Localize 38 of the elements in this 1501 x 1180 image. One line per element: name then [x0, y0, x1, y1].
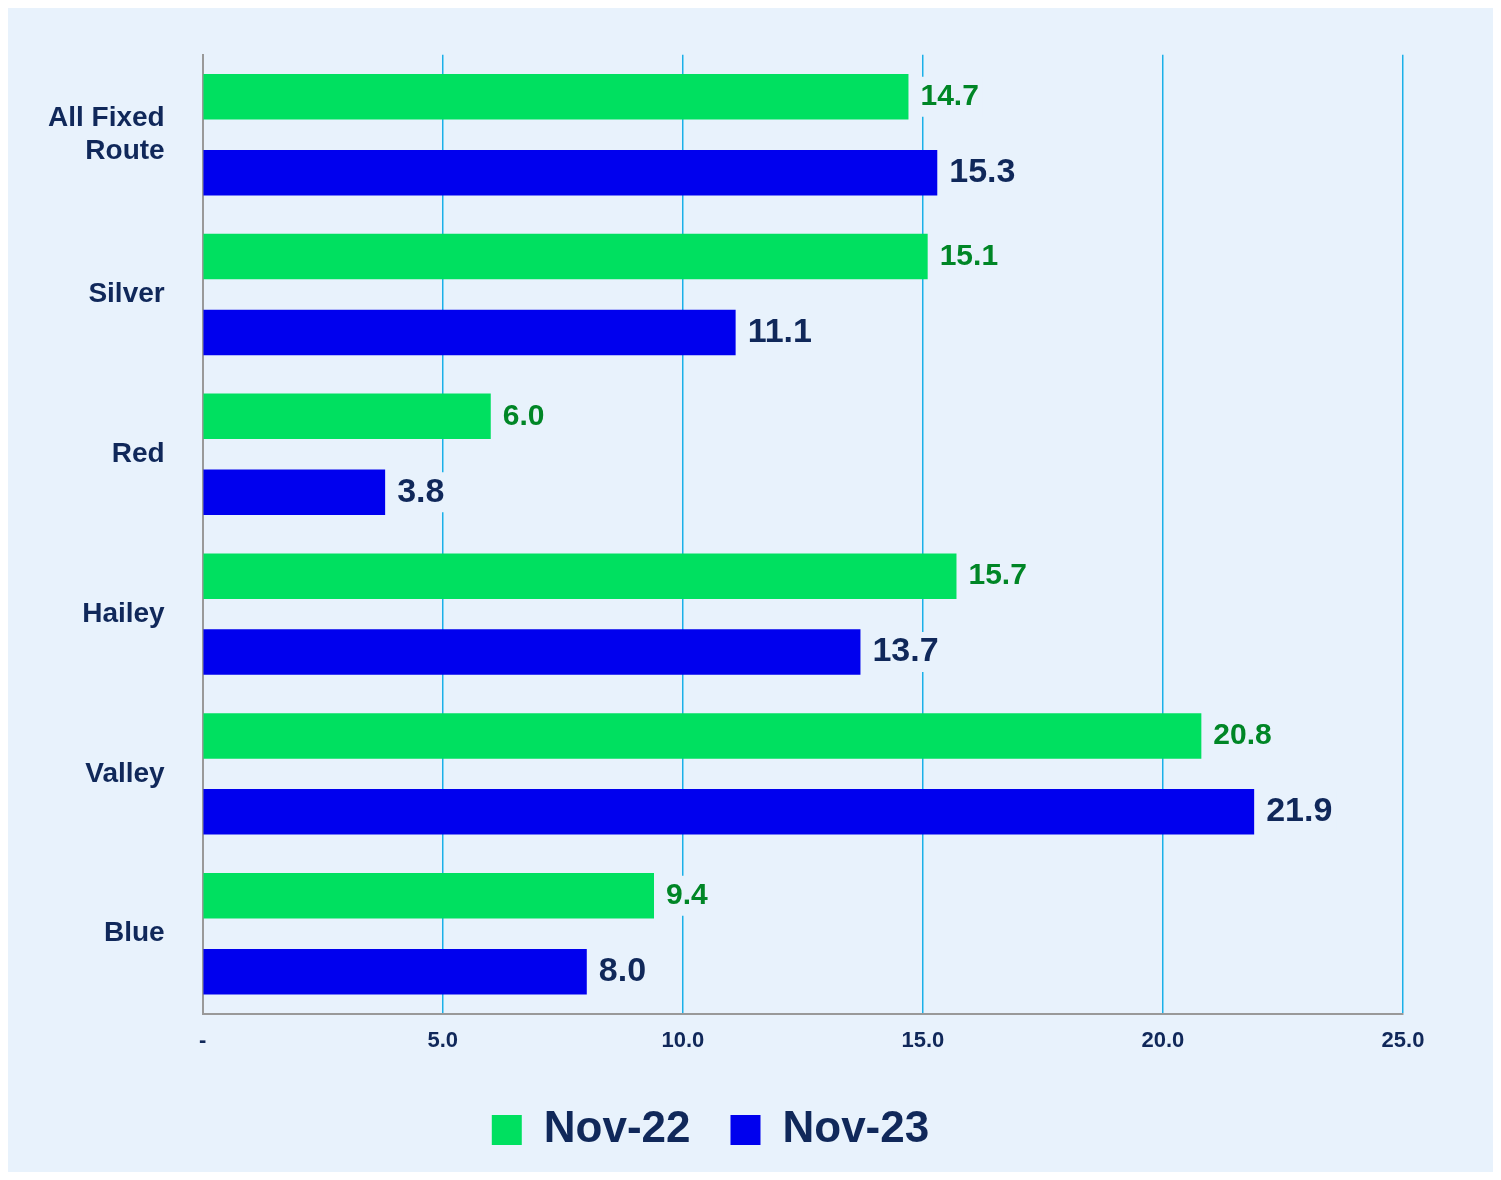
data-label: 8.0 [598, 950, 647, 989]
x-tick-label: 25.0 [1381, 1026, 1425, 1052]
bar [203, 73, 909, 120]
bar [203, 393, 491, 440]
bar [203, 789, 1255, 835]
data-label: 9.4 [666, 877, 709, 911]
bar [203, 629, 861, 675]
data-label: 20.8 [1213, 717, 1272, 751]
bar [203, 469, 386, 516]
data-label: 15.7 [968, 557, 1027, 591]
y-tick-label: Blue [104, 916, 165, 948]
data-label: 13.7 [872, 630, 939, 669]
y-tick-label: Red [111, 437, 165, 469]
bar [203, 713, 1202, 759]
x-tick-label: - [199, 1026, 207, 1052]
bar [203, 948, 587, 995]
data-label: 21.9 [1266, 790, 1333, 829]
y-tick-label: All Fixed Route [47, 100, 165, 166]
data-label: 14.7 [920, 78, 979, 112]
x-tick-label: 20.0 [1141, 1026, 1185, 1052]
y-tick-label: Hailey [82, 596, 166, 628]
data-label: 11.1 [747, 310, 812, 349]
bar [203, 553, 957, 599]
bar [203, 309, 736, 356]
bar [203, 149, 938, 196]
data-label: 15.1 [939, 237, 999, 271]
bar [203, 872, 655, 919]
y-tick-label: Silver [88, 277, 165, 309]
x-tick-label: 15.0 [901, 1026, 945, 1052]
data-label: 15.3 [949, 151, 1016, 190]
x-tick-label: 10.0 [661, 1026, 705, 1052]
bar [203, 233, 928, 280]
x-tick-label: 5.0 [427, 1026, 459, 1052]
legend-label: Nov-23 [782, 1102, 930, 1152]
y-tick-label: Valley [85, 756, 166, 788]
legend-label: Nov-22 [543, 1102, 691, 1152]
data-label: 3.8 [397, 470, 445, 509]
data-label: 6.0 [502, 397, 545, 431]
